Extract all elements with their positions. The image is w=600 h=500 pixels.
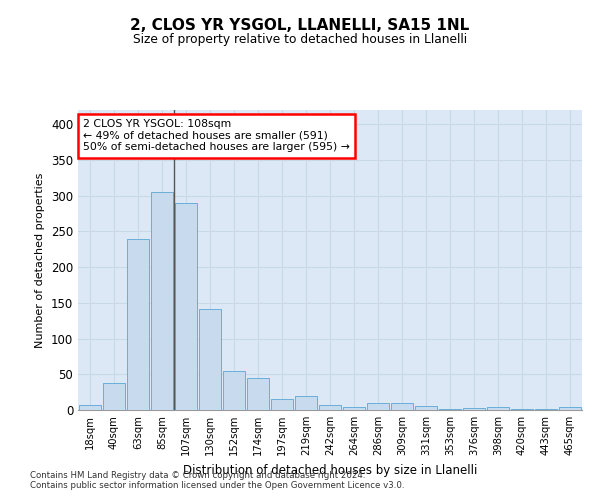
- Text: Contains HM Land Registry data © Crown copyright and database right 2024.: Contains HM Land Registry data © Crown c…: [30, 471, 365, 480]
- Bar: [319, 405, 341, 410]
- Bar: [223, 372, 245, 410]
- Text: Size of property relative to detached houses in Llanelli: Size of property relative to detached ho…: [133, 32, 467, 46]
- Bar: [103, 383, 125, 410]
- Text: Contains public sector information licensed under the Open Government Licence v3: Contains public sector information licen…: [30, 481, 404, 490]
- Text: 2 CLOS YR YSGOL: 108sqm
← 49% of detached houses are smaller (591)
50% of semi-d: 2 CLOS YR YSGOL: 108sqm ← 49% of detache…: [83, 119, 350, 152]
- X-axis label: Distribution of detached houses by size in Llanelli: Distribution of detached houses by size …: [183, 464, 477, 476]
- Bar: [175, 203, 197, 410]
- Bar: [367, 403, 389, 410]
- Bar: [535, 408, 557, 410]
- Bar: [271, 398, 293, 410]
- Bar: [151, 192, 173, 410]
- Y-axis label: Number of detached properties: Number of detached properties: [35, 172, 46, 348]
- Bar: [343, 407, 365, 410]
- Bar: [439, 408, 461, 410]
- Bar: [79, 405, 101, 410]
- Bar: [247, 378, 269, 410]
- Bar: [199, 308, 221, 410]
- Bar: [415, 406, 437, 410]
- Bar: [127, 238, 149, 410]
- Bar: [559, 407, 581, 410]
- Text: 2, CLOS YR YSGOL, LLANELLI, SA15 1NL: 2, CLOS YR YSGOL, LLANELLI, SA15 1NL: [130, 18, 470, 32]
- Bar: [295, 396, 317, 410]
- Bar: [463, 408, 485, 410]
- Bar: [391, 403, 413, 410]
- Bar: [487, 407, 509, 410]
